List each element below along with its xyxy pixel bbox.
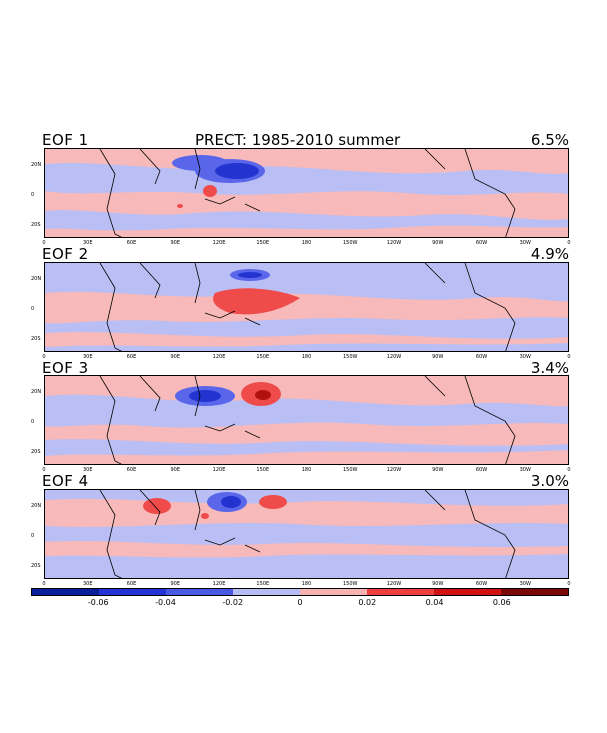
lon-tick-label: 180: [301, 467, 312, 473]
lon-tick-label: 0: [567, 240, 571, 246]
lat-tick-label: 20S: [31, 336, 41, 342]
lon-tick-label: 0: [567, 467, 571, 473]
lat-tick-label: 20S: [31, 222, 41, 228]
lon-tick-label: 30E: [82, 581, 93, 587]
colorbar-labels: -0.06 -0.04 -0.02 0 0.02 0.04 0.06: [31, 598, 569, 610]
colorbar-label: 0.02: [358, 598, 377, 607]
colorbar-label: 0.04: [425, 598, 444, 607]
lon-tick-label: 150E: [256, 581, 270, 587]
panel-2-variance: 4.9%: [530, 245, 569, 263]
lon-tick-label: 120W: [386, 581, 402, 587]
lon-tick-label: 120E: [212, 467, 226, 473]
lat-tick-label: 20S: [31, 563, 41, 569]
panel-1-variance: 6.5%: [530, 131, 569, 149]
lon-tick-label: 90W: [432, 354, 444, 360]
lon-tick-label: 60W: [475, 581, 488, 587]
map-panel-eof4: [44, 489, 569, 579]
lon-tick-label: 150W: [343, 467, 358, 473]
colorbar-segment: [434, 589, 501, 595]
colorbar-label: -0.02: [222, 598, 244, 607]
lon-tick-label: 30W: [519, 354, 531, 360]
lat-tick-label: 0: [31, 419, 35, 425]
lon-tick-label: 120W: [386, 240, 402, 246]
lat-tick-label: 0: [31, 192, 35, 198]
lon-tick-label: 150W: [343, 240, 358, 246]
lon-tick-label: 30E: [82, 240, 93, 246]
colorbar: [31, 588, 569, 596]
lat-tick-label: 0: [31, 306, 35, 312]
lon-tick-label: 30E: [82, 467, 93, 473]
colorbar-segment: [501, 589, 568, 595]
map-panel-eof3: [44, 375, 569, 465]
colorbar-segment: [233, 589, 300, 595]
lon-tick-label: 150W: [343, 354, 358, 360]
lat-tick-label: 20N: [31, 503, 42, 509]
panel-3-variance: 3.4%: [530, 359, 569, 377]
colorbar-segment: [99, 589, 166, 595]
lon-tick-label: 90W: [432, 467, 444, 473]
lon-tick-label: 0: [567, 581, 571, 587]
colorbar-segment: [300, 589, 367, 595]
lon-tick-label: 0: [42, 581, 46, 587]
lon-tick-label: 60E: [126, 240, 137, 246]
lon-tick-label: 60W: [475, 240, 488, 246]
lon-tick-label: 60E: [126, 354, 137, 360]
lon-tick-label: 30W: [519, 467, 531, 473]
lat-tick-label: 20N: [31, 276, 42, 282]
lon-tick-label: 0: [42, 354, 46, 360]
lon-tick-label: 0: [42, 467, 46, 473]
colorbar-label: 0: [297, 598, 303, 607]
lon-tick-label: 120E: [212, 354, 226, 360]
lon-ticks-2: 0 30E 60E 90E 120E 150E 180 150W 120W 90W 60W 30W 0: [42, 353, 571, 363]
lon-tick-label: 30E: [82, 354, 93, 360]
lon-tick-label: 180: [301, 581, 312, 587]
colorbar-segment: [166, 589, 233, 595]
map-panel-eof1: [44, 148, 569, 238]
figure-title: PRECT: 1985-2010 summer: [195, 131, 401, 149]
colorbar-segment: [367, 589, 434, 595]
colorbar-label: -0.04: [155, 598, 176, 607]
lon-tick-label: 60W: [475, 467, 488, 473]
lon-tick-label: 90E: [170, 581, 181, 587]
lon-tick-label: 90W: [432, 240, 444, 246]
lon-ticks-4: 0 30E 60E 90E 120E 150E 180 150W 120W 90W 60W 30W 0: [42, 580, 571, 590]
panel-2-label: EOF 2: [42, 245, 89, 263]
panel-4-variance: 3.0%: [530, 472, 569, 490]
lon-tick-label: 60E: [126, 467, 137, 473]
lon-tick-label: 120E: [212, 581, 226, 587]
lon-tick-label: 180: [301, 240, 312, 246]
lon-tick-label: 120W: [386, 467, 402, 473]
panel-4-label: EOF 4: [42, 472, 89, 490]
lon-tick-label: 0: [42, 240, 46, 246]
lon-tick-label: 150E: [256, 240, 270, 246]
colorbar-label: -0.06: [87, 598, 109, 607]
lon-tick-label: 90E: [170, 467, 181, 473]
map-panel-eof2: [44, 262, 569, 352]
lon-tick-label: 150W: [343, 581, 358, 587]
lon-tick-label: 90E: [170, 240, 181, 246]
lat-tick-label: 20N: [31, 162, 42, 168]
lon-tick-label: 90E: [170, 354, 181, 360]
lon-tick-label: 90W: [432, 581, 444, 587]
lon-tick-label: 120W: [386, 354, 402, 360]
lon-ticks-1: 0 30E 60E 90E 120E 150E 180 150W 120W 90W 60W 30W 0: [42, 239, 571, 249]
panel-1-label: EOF 1: [42, 131, 89, 149]
lat-tick-label: 20S: [31, 449, 41, 455]
panel-3-label: EOF 3: [42, 359, 89, 377]
lat-tick-label: 0: [31, 533, 35, 539]
lon-tick-label: 30W: [519, 240, 531, 246]
lon-tick-label: 60W: [475, 354, 488, 360]
lon-ticks-3: 0 30E 60E 90E 120E 150E 180 150W 120W 90W 60W 30W 0: [42, 466, 571, 476]
lon-tick-label: 30W: [519, 581, 531, 587]
lon-tick-label: 150E: [256, 467, 270, 473]
lat-tick-label: 20N: [31, 389, 42, 395]
lon-tick-label: 180: [301, 354, 312, 360]
lon-tick-label: 120E: [212, 240, 226, 246]
colorbar-label: 0.06: [492, 598, 511, 607]
lon-tick-label: 0: [567, 354, 571, 360]
lon-tick-label: 60E: [126, 581, 137, 587]
lon-tick-label: 150E: [256, 354, 270, 360]
colorbar-segment: [32, 589, 99, 595]
